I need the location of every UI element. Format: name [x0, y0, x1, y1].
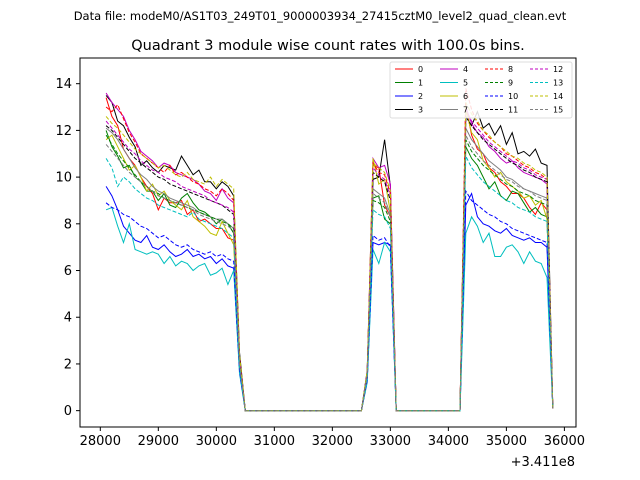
- plot-frame: [79, 57, 577, 428]
- x-tick-label: 30000: [196, 434, 237, 449]
- y-tick-label: 6: [64, 264, 72, 279]
- legend-label-6: 6: [463, 92, 468, 101]
- legend-label-3: 3: [418, 106, 423, 115]
- x-tick-label: 32000: [312, 434, 353, 449]
- x-tick-label: 29000: [138, 434, 179, 449]
- y-tick-label: 4: [64, 311, 72, 326]
- chart-title: Quadrant 3 module wise count rates with …: [131, 38, 525, 54]
- legend-label-12: 12: [553, 65, 563, 74]
- legend-label-0: 0: [418, 65, 423, 74]
- x-tick-label: 35000: [486, 434, 527, 449]
- series-line-15: [105, 134, 554, 412]
- x-tick-label: 33000: [370, 434, 411, 449]
- legend-label-5: 5: [463, 79, 468, 88]
- legend-label-7: 7: [463, 106, 468, 115]
- y-tick-label: 10: [55, 171, 72, 186]
- legend-label-15: 15: [553, 106, 563, 115]
- data-file-label: Data file: modeM0/AS1T03_249T01_90000039…: [74, 9, 567, 23]
- x-tick-label: 31000: [254, 434, 295, 449]
- series-line-13: [105, 155, 554, 412]
- plot-area: 28000 29000 30000 31000 32000 33000 34000 35000…: [55, 57, 585, 449]
- legend-label-8: 8: [508, 65, 513, 74]
- y-tick-label: 14: [55, 77, 72, 92]
- legend-label-14: 14: [553, 92, 563, 101]
- legend-label-11: 11: [508, 106, 518, 115]
- plot-background: [80, 58, 576, 427]
- y-tick-label: 12: [55, 124, 72, 139]
- legend-box: [389, 61, 573, 119]
- y-tick-label: 8: [64, 217, 72, 232]
- x-tick-label: 28000: [80, 434, 121, 449]
- legend-label-1: 1: [418, 79, 423, 88]
- legend-label-13: 13: [553, 79, 563, 88]
- series-group: [105, 88, 554, 412]
- legend-label-10: 10: [508, 92, 518, 101]
- series-line-12: [105, 109, 554, 412]
- legend-label-2: 2: [418, 92, 423, 101]
- axes: 28000 29000 30000 31000 32000 33000 34000 35000…: [55, 77, 585, 449]
- legend-label-4: 4: [463, 65, 468, 74]
- y-tick-label: 0: [64, 404, 72, 419]
- y-tick-label: 2: [64, 357, 72, 372]
- x-tick-label: 36000: [544, 434, 585, 449]
- x-offset-label: +3.411e8: [511, 455, 575, 470]
- legend-label-9: 9: [508, 79, 513, 88]
- x-tick-label: 34000: [428, 434, 469, 449]
